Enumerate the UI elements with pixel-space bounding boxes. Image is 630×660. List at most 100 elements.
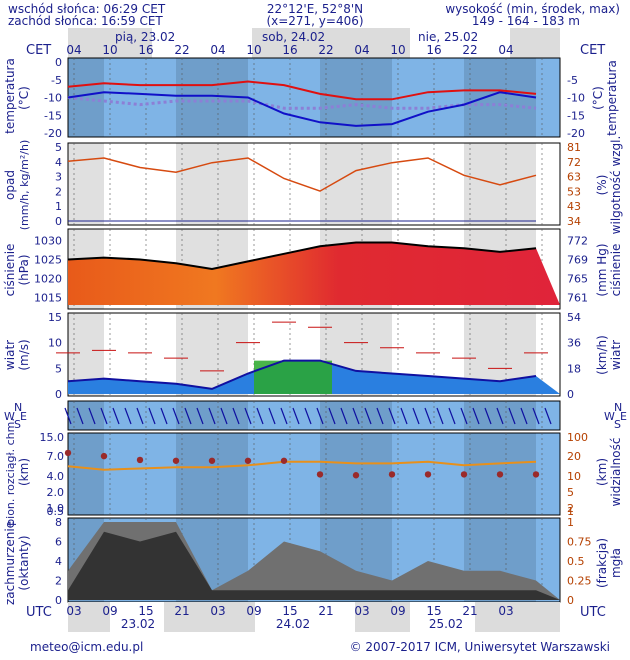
night-band — [176, 433, 248, 515]
cloud-top-dot — [136, 456, 144, 464]
wind-arrow — [244, 407, 252, 425]
cloud-low-area — [68, 531, 560, 600]
sunrise-text: wschód słońca: 06:29 CET — [8, 2, 166, 16]
temp-label-right: temperatura — [605, 60, 619, 136]
temperature-panel: temperatura (°C) temperatura (°C) 0 -5 -10… — [3, 56, 619, 140]
cloud-top-dot — [352, 472, 360, 479]
wind-arrow — [88, 407, 96, 425]
temp-tick-right: -15 — [567, 109, 585, 122]
wind-unit: (m/s) — [17, 339, 31, 370]
cloud-visibility-panel: pion. rozciągł. chm. (km) widzialność (k… — [4, 418, 623, 526]
night-band — [176, 143, 248, 225]
temp-tick-left: 0 — [55, 56, 62, 69]
wind-arrow — [544, 407, 552, 425]
wind-arrow — [460, 407, 468, 425]
dir-e-left: E — [20, 410, 27, 423]
wind-label-right: wiatr — [609, 340, 623, 370]
hour-tick-label: 10 — [102, 43, 117, 57]
cloud-top-dot — [532, 471, 540, 478]
wind-arrow — [520, 407, 528, 425]
footer-email[interactable]: meteo@icm.edu.pl — [30, 640, 143, 654]
temp-tick-right: -5 — [567, 74, 578, 87]
sunset-text: zachód słońca: 16:59 CET — [8, 14, 163, 28]
temp-tick-right: -20 — [567, 127, 585, 140]
humidity-tick-right: 34 — [567, 215, 581, 228]
temp-tick-right: -10 — [567, 92, 585, 105]
wind-arrow — [100, 407, 108, 425]
pressure-tick-left: 1015 — [34, 291, 62, 304]
pressure-line — [67, 241, 537, 271]
chart-panels — [67, 57, 561, 603]
hour-tick-label: 16 — [138, 43, 153, 57]
humidity-tick-right: 53 — [567, 185, 581, 198]
zone-top-right: CET — [580, 43, 605, 58]
visibility-tick-right: 1 — [567, 505, 574, 518]
time-axis-top-daylight — [152, 28, 252, 58]
wind-arrow — [184, 407, 192, 425]
pressure-label: ciśnienie — [3, 244, 17, 297]
pressure-tick-left: 1020 — [34, 272, 62, 285]
wind-strong-band — [254, 360, 332, 394]
pressure-panel: ciśnienie (hPa) ciśnienie (mm Hg) 101510… — [3, 235, 623, 305]
wind-arrow — [292, 407, 300, 425]
fog-tick-right: 0.5 — [567, 555, 585, 568]
wind-tick-left: 5 — [55, 362, 62, 375]
visibility-tick-right: 20 — [567, 450, 581, 463]
wind-marks: 0 5 10 15 0 18 36 54 — [48, 311, 581, 401]
pressure-tick-right: 761 — [567, 291, 588, 304]
wind-arrows — [64, 407, 552, 425]
hour-tick-label: 10 — [246, 43, 261, 57]
day-bottom-3: 25.02 — [429, 617, 463, 631]
pressure-unit: (hPa) — [17, 254, 31, 285]
wind-unit-right: (km/h) — [595, 335, 609, 375]
hour-tick-label: 04 — [498, 43, 513, 57]
day-label-1: pią, 23.02 — [115, 30, 175, 44]
precip-tick-left: 2 — [55, 185, 62, 198]
wind-arrow — [472, 407, 480, 425]
pressure-tick-right: 765 — [567, 272, 588, 285]
wind-arrow — [304, 407, 312, 425]
night-band — [68, 433, 104, 515]
hour-tick-label: 10 — [390, 43, 405, 57]
night-band — [464, 143, 536, 225]
wind-label: wiatr — [3, 340, 17, 370]
cloud-top-dot — [208, 457, 216, 464]
hour-tick-label: 21 — [174, 604, 189, 618]
wind-arrow — [532, 407, 540, 425]
wind-arrow — [388, 407, 396, 425]
fog-tick-right: 1 — [567, 516, 574, 529]
wind-tick-left: 10 — [48, 337, 62, 350]
pressure-tick-left: 1025 — [34, 254, 62, 267]
wind-arrow — [268, 407, 276, 425]
hour-tick-label: 09 — [246, 604, 261, 618]
dir-n-right: N — [614, 401, 622, 414]
precip-tick-left: 3 — [55, 171, 62, 184]
day-bottom-1: 23.02 — [121, 617, 155, 631]
humidity-label: wilgotność wzgl. — [609, 136, 623, 235]
zone-bottom-right: UTC — [580, 605, 606, 620]
hour-tick-label: 22 — [462, 43, 477, 57]
altitude-values: 149 - 164 - 183 m — [472, 14, 580, 28]
cloudiness-tick-left: 0 — [55, 594, 62, 607]
hour-tick-label: 21 — [318, 604, 333, 618]
humidity-tick-right: 63 — [567, 171, 581, 184]
hour-tick-label: 04 — [354, 43, 369, 57]
visibility-tick-right: 100 — [567, 431, 588, 444]
cloudiness-label: zachmurzenie — [3, 521, 17, 605]
dir-s-left: S — [14, 418, 21, 431]
temp-tick-left: -20 — [44, 127, 62, 140]
hour-tick-label: 22 — [174, 43, 189, 57]
day-label-3: nie, 25.02 — [418, 30, 478, 44]
visibility-unit: (km) — [595, 458, 609, 486]
wind-tick-left: 0 — [55, 388, 62, 401]
wind-arrow — [436, 407, 444, 425]
pressure-unit-right: (mm Hg) — [595, 243, 609, 296]
cloudiness-marks: 0 2 4 6 8 0 0.25 0.5 0.75 1 — [55, 516, 592, 607]
cloudiness-tick-left: 4 — [55, 555, 62, 568]
dir-e-right: E — [620, 410, 627, 423]
cloudiness-panel: zachmurzenie (oktanty) mgła (frakcja) 0 2… — [3, 516, 623, 607]
wind-arrow — [112, 407, 120, 425]
wind-arrow — [232, 407, 240, 425]
wind-tick-right: 36 — [567, 337, 581, 350]
wind-arrow — [124, 407, 132, 425]
